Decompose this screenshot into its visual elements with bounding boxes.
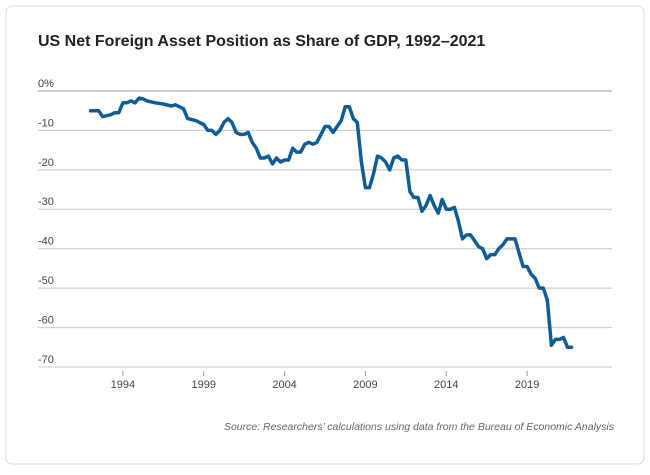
chart-title: US Net Foreign Asset Position as Share o… (38, 33, 485, 50)
y-tick-label: -40 (38, 236, 54, 248)
y-tick-label: -50 (38, 275, 54, 287)
x-tick-label: 1994 (111, 379, 135, 391)
y-tick-label: -70 (38, 354, 54, 366)
x-tick-label: 2009 (353, 379, 377, 391)
source: Source: Researchers’ calculations using … (224, 421, 615, 433)
y-tick-label: -10 (38, 117, 54, 129)
x-tick-label: 1999 (191, 379, 215, 391)
series-line (88, 96, 574, 350)
y-tick-label: -20 (38, 157, 54, 169)
card (5, 5, 645, 465)
y-tick-label: 0% (38, 78, 54, 90)
x-tick-label: 2004 (272, 379, 296, 391)
y-tick-label: -30 (38, 196, 54, 208)
y-tick-label: -60 (38, 314, 54, 326)
x-tick-label: 2019 (515, 379, 539, 391)
x-tick-label: 2014 (434, 379, 458, 391)
